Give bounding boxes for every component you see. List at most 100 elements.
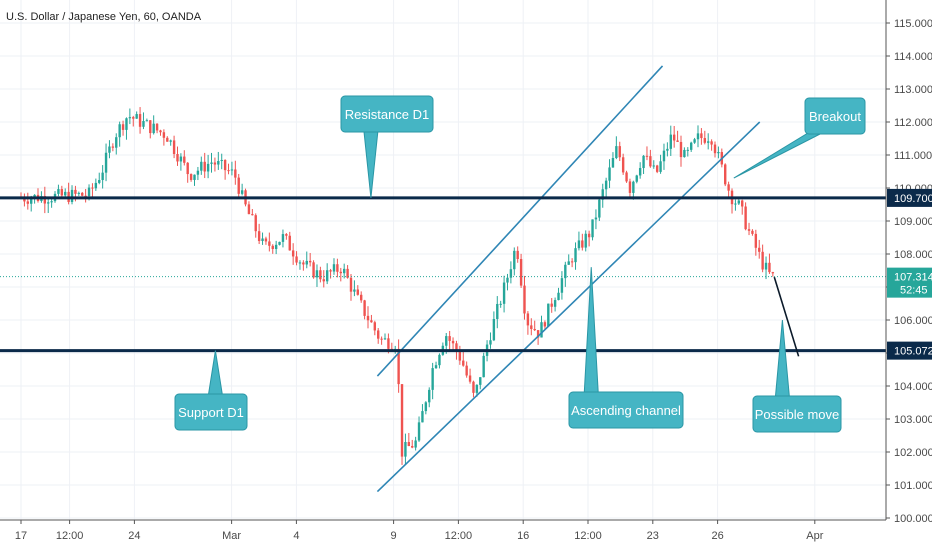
candle-body [383,338,387,340]
candle-body [526,313,530,326]
candle [635,174,638,184]
candle-body [81,192,84,196]
candle [696,125,700,148]
candle [230,161,234,176]
candle-body [274,244,278,250]
candle [101,165,104,189]
candle-body [574,248,577,263]
y-tick-label: 106.000 [894,315,932,327]
candle [353,280,356,297]
candle [397,339,400,393]
candle-body [414,440,417,448]
candle-body [193,174,196,180]
channel-lower-line [376,121,761,493]
candle-body [57,189,60,194]
candle-body [315,270,319,278]
candle [135,111,138,119]
candle-body [475,384,479,393]
candle [768,253,771,274]
candle [247,201,251,215]
candle [268,232,271,252]
candle [666,142,669,157]
candle [458,345,462,365]
candle-body [591,219,594,238]
candle-body [305,260,308,265]
candle [200,156,203,175]
candle-body [366,315,370,321]
candle [308,252,312,267]
possible-move-line [773,276,800,357]
price-badge [887,188,932,207]
candle [564,261,567,287]
candle-body [281,234,285,242]
candle-body [98,180,101,183]
candle [543,320,547,330]
candle [60,185,64,197]
candle [227,163,230,175]
candle [662,143,666,170]
candle [349,274,353,301]
candle [693,137,696,144]
candle-body [421,411,424,423]
candle-body [223,159,227,171]
candle-body [587,233,591,238]
candle-body [734,203,737,205]
candle-body [288,235,291,251]
candle-body [703,138,707,143]
callout-label: Resistance D1 [345,107,430,122]
y-tick-label: 100.000 [894,513,932,525]
candle [404,433,407,465]
candle [468,368,472,384]
candle [295,251,298,266]
candle-body [132,117,135,119]
y-tick-label: 109.000 [894,216,932,228]
candle-body [302,262,305,265]
candle-body [162,132,166,138]
y-tick-label: 104.000 [894,381,932,393]
candle [591,219,594,241]
candle-body [751,230,754,234]
candle-body [662,150,666,162]
channel-upper-line [376,65,664,377]
candle [57,184,60,197]
candle-body [564,264,567,279]
candle [424,401,428,415]
candle-body [370,320,373,323]
candle-body [111,146,115,148]
candle [189,173,193,182]
candle [84,188,87,203]
candle [567,254,570,265]
candle-body [557,292,560,301]
candle [70,185,74,205]
candle-body [411,446,414,448]
candle [118,121,121,147]
y-tick-label: 103.000 [894,414,932,426]
grid [0,0,886,520]
candle [679,135,683,167]
candle [499,300,502,308]
candle [383,333,387,340]
candle-body [652,165,655,167]
candle [618,141,621,162]
candle [162,129,166,146]
candle [128,108,132,125]
price-badge [887,341,932,360]
candle-body [104,152,108,173]
candle-body [707,141,710,143]
candle [278,241,281,246]
candle-body [625,172,628,182]
candle [625,170,628,183]
candle [356,285,359,296]
candle [152,115,155,135]
y-tick-label: 114.000 [894,51,932,63]
candle [428,387,431,408]
candle-body [632,181,635,193]
candle-body [686,149,689,151]
candle-body [438,354,441,366]
candle [213,157,217,172]
candle [377,328,380,344]
candle [771,271,775,277]
candle [176,146,179,166]
